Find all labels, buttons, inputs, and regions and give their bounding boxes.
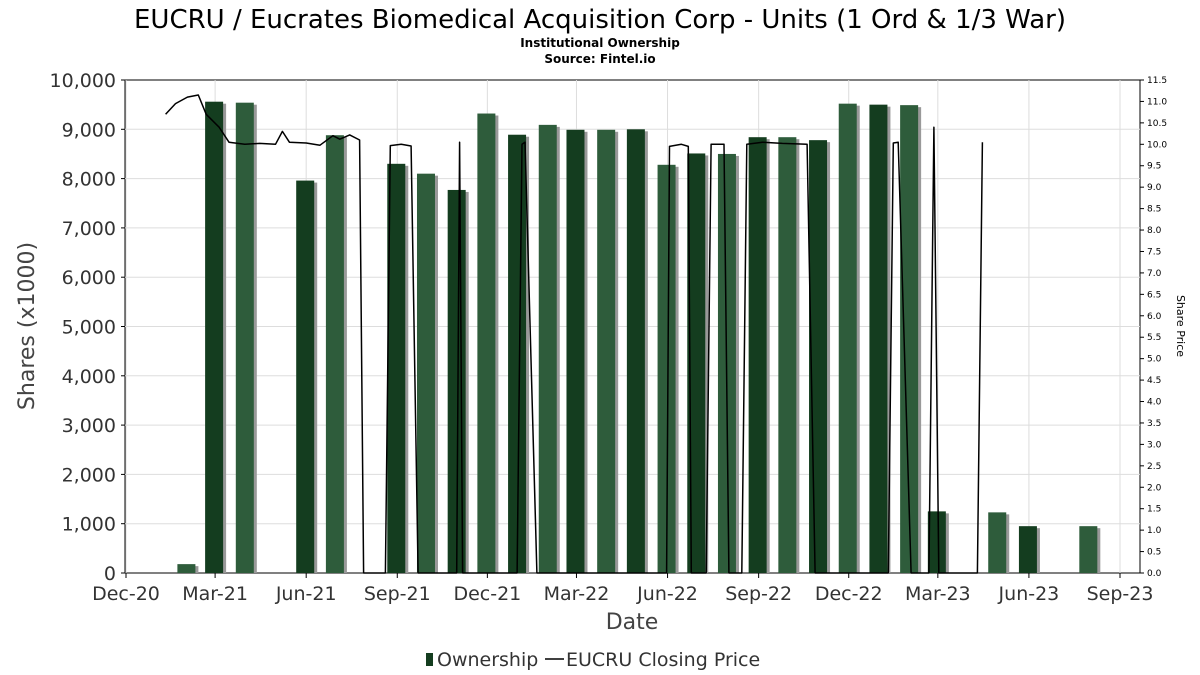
x-tick-label: Jun-21 <box>275 583 337 605</box>
chart-title: EUCRU / Eucrates Biomedical Acquisition … <box>134 5 1066 35</box>
y2-tick-label: 4.5 <box>1147 376 1161 386</box>
y2-tick-label: 3.5 <box>1147 419 1161 429</box>
ownership-bar <box>687 153 706 573</box>
x-tick-label: Mar-23 <box>905 583 971 605</box>
y2-tick-label: 7.0 <box>1147 269 1162 279</box>
x-tick-label: Dec-22 <box>815 583 883 605</box>
ownership-bar <box>900 105 919 573</box>
price-line-group <box>165 94 984 574</box>
y-tick-label: 9,000 <box>62 119 116 141</box>
y2-tick-label: 0.5 <box>1147 548 1161 558</box>
ownership-bar <box>508 134 527 573</box>
ownership-bar <box>988 512 1007 573</box>
y-tick-label: 1,000 <box>62 514 116 536</box>
y2-tick-label: 1.0 <box>1147 526 1162 536</box>
y-tick-label: 3,000 <box>62 415 116 437</box>
x-axis-label: Date <box>606 610 659 635</box>
ownership-bar <box>177 564 196 573</box>
legend-label-price: EUCRU Closing Price <box>566 649 760 671</box>
price-line <box>165 94 984 574</box>
y2-tick-label: 10.5 <box>1147 119 1167 129</box>
ownership-bar <box>477 113 496 574</box>
ownership-bar <box>657 164 676 573</box>
legend-label-ownership: Ownership <box>437 649 538 671</box>
ownership-bar <box>205 101 224 573</box>
y-tick-label: 8,000 <box>62 169 116 191</box>
y-tick-label: 7,000 <box>62 218 116 240</box>
x-tick-label: Sep-23 <box>1087 583 1154 605</box>
y2-tick-label: 6.0 <box>1147 312 1162 322</box>
ownership-bar <box>296 180 315 573</box>
y2-tick-label: 5.5 <box>1147 333 1161 343</box>
y2-tick-label: 4.0 <box>1147 398 1162 408</box>
legend: Ownership EUCRU Closing Price <box>426 649 760 671</box>
x-tick-label: Mar-22 <box>544 583 610 605</box>
ownership-bar <box>325 135 344 573</box>
legend-swatch-ownership <box>426 653 433 666</box>
ownership-bar <box>626 129 645 574</box>
x-tick-label: Dec-20 <box>92 583 160 605</box>
y-tick-label: 5,000 <box>62 317 116 339</box>
ownership-bar <box>927 511 946 573</box>
ownership-bar <box>1079 526 1098 573</box>
y2-tick-label: 8.5 <box>1147 205 1161 215</box>
ownership-bar <box>838 103 857 573</box>
ownership-bar <box>778 137 797 574</box>
ownership-bar <box>566 129 585 573</box>
y2-tick-label: 3.0 <box>1147 440 1162 450</box>
y2-tick-label: 2.0 <box>1147 483 1162 493</box>
ownership-bar <box>387 163 406 573</box>
y2-tick-label: 0.0 <box>1147 569 1162 579</box>
y2-tick-label: 9.5 <box>1147 162 1161 172</box>
x-tick-label: Sep-22 <box>725 583 792 605</box>
x-tick-label: Jun-23 <box>998 583 1060 605</box>
y2-tick-label: 11.5 <box>1147 76 1167 86</box>
x-tick-label: Mar-21 <box>182 583 248 605</box>
right-axis-ticks: 0.0 0.5 1.0 1.5 2.0 2.5 3.0 3.5 4.0 4.5 5.0 5.5 6.0 6… <box>1140 76 1167 579</box>
y-tick-label: 10,000 <box>50 70 116 92</box>
y2-tick-label: 10.0 <box>1147 140 1167 150</box>
chart-subtitle: Institutional Ownership <box>520 36 680 50</box>
ownership-bar <box>235 102 254 573</box>
ownership-bar <box>538 124 557 573</box>
chart-source: Source: Fintel.io <box>544 52 655 66</box>
y-axis-label: Shares (x1000) <box>15 242 40 410</box>
ownership-bar <box>416 173 435 574</box>
x-tick-label: Jun-22 <box>636 583 698 605</box>
y-tick-label: 2,000 <box>62 464 116 486</box>
ownership-bar <box>748 137 767 574</box>
y-tick-label: 6,000 <box>62 267 116 289</box>
x-tick-label: Dec-21 <box>453 583 521 605</box>
x-tick-label: Sep-21 <box>364 583 431 605</box>
ownership-bar <box>597 129 616 573</box>
y2-tick-label: 7.5 <box>1147 247 1161 257</box>
ownership-bars <box>177 101 1101 574</box>
y2-tick-label: 2.5 <box>1147 462 1161 472</box>
y2-tick-label: 5.0 <box>1147 355 1162 365</box>
ownership-bar <box>869 104 888 574</box>
y2-tick-label: 9.0 <box>1147 183 1162 193</box>
y2-tick-label: 8.0 <box>1147 226 1162 236</box>
x-axis-ticks: Dec-20 Mar-21 Jun-21 Sep-21 Dec-21 Mar-22 Jun-… <box>92 573 1153 605</box>
ownership-bar <box>1018 526 1037 573</box>
y2-tick-label: 1.5 <box>1147 505 1161 515</box>
y2-tick-label: 11.0 <box>1147 97 1167 107</box>
y2-tick-label: 6.5 <box>1147 290 1161 300</box>
y-tick-label: 0 <box>104 563 116 585</box>
y-tick-label: 4,000 <box>62 366 116 388</box>
y2-axis-label: Share Price <box>1174 295 1187 357</box>
left-axis-ticks: 0 1,000 2,000 3,000 4,000 5,000 6,000 7,000 8,00… <box>50 70 125 585</box>
